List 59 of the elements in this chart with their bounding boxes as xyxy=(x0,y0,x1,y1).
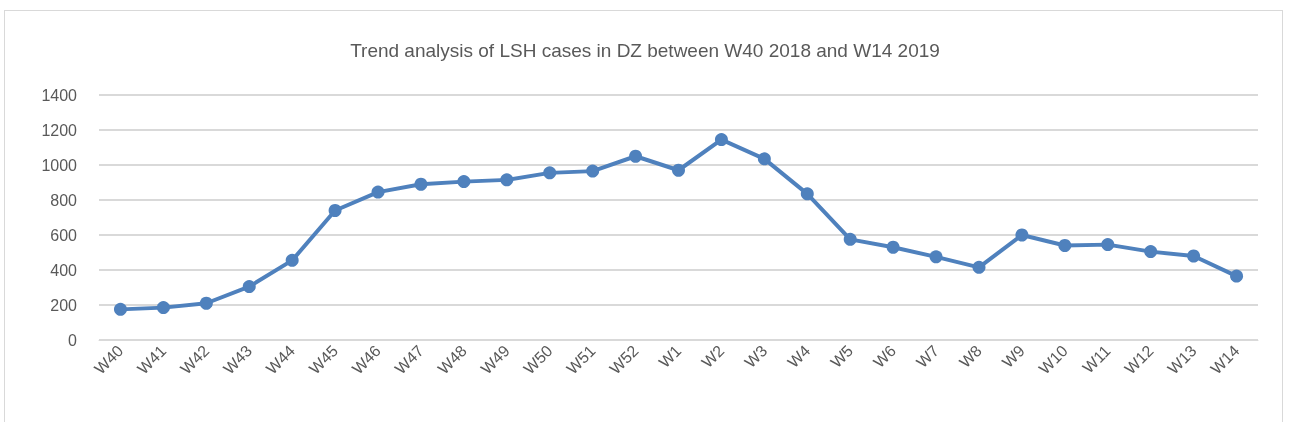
x-tick-label: W43 xyxy=(219,341,256,378)
x-tick-label: W11 xyxy=(1079,341,1114,377)
x-tick-label: W12 xyxy=(1121,341,1157,378)
point xyxy=(1144,245,1158,259)
point xyxy=(500,173,514,187)
y-tick-label: 1000 xyxy=(41,156,78,174)
x-tick-label: W50 xyxy=(520,341,556,378)
x-tick-label: W49 xyxy=(477,341,513,378)
x-tick-label: W48 xyxy=(434,341,470,378)
point xyxy=(242,280,256,294)
x-tick-label: W51 xyxy=(563,341,599,378)
point xyxy=(285,253,299,267)
y-tick-label: 1200 xyxy=(41,121,78,139)
point xyxy=(672,163,685,177)
x-tick-label: W6 xyxy=(870,341,900,371)
point xyxy=(1101,238,1115,252)
y-tick-label: 1400 xyxy=(41,86,78,104)
point xyxy=(328,204,342,217)
point xyxy=(586,164,600,178)
point xyxy=(929,250,943,264)
chart-title: Trend analysis of LSH cases in DZ between W40 2018 and W14 2019 xyxy=(350,40,940,61)
point xyxy=(371,185,385,199)
x-tick-label: W46 xyxy=(348,341,385,378)
x-tick-label: W2 xyxy=(698,341,728,371)
y-tick-label: 200 xyxy=(50,296,78,314)
x-tick-label: W1 xyxy=(655,341,685,371)
point xyxy=(156,301,170,315)
point xyxy=(457,175,471,189)
point xyxy=(843,232,857,246)
point xyxy=(757,152,771,166)
x-tick-label: W8 xyxy=(956,341,986,371)
point xyxy=(199,296,213,310)
point xyxy=(414,177,428,191)
x-tick-label: W7 xyxy=(913,341,943,371)
y-tick-label: 0 xyxy=(68,331,78,349)
y-tick-label: 800 xyxy=(50,191,78,209)
x-tick-label: W42 xyxy=(177,341,213,378)
x-tick-label: W3 xyxy=(741,341,771,371)
point xyxy=(629,149,643,163)
x-tick-label: W9 xyxy=(998,341,1028,371)
x-tick-label: W52 xyxy=(606,341,642,378)
point xyxy=(1015,228,1029,242)
point xyxy=(1187,249,1201,263)
x-tick-label: W41 xyxy=(134,341,170,378)
y-tick-label: 400 xyxy=(50,261,78,279)
x-tick-label: W5 xyxy=(827,341,857,371)
point xyxy=(800,187,814,201)
y-tick-label: 600 xyxy=(50,226,78,244)
x-tick-label: W4 xyxy=(784,341,814,371)
x-tick-label: W10 xyxy=(1035,341,1071,378)
point xyxy=(1230,269,1244,283)
point xyxy=(1058,239,1072,252)
point xyxy=(113,302,127,316)
x-tick-label: W40 xyxy=(91,341,127,378)
x-tick-label: W13 xyxy=(1164,341,1200,378)
point xyxy=(543,166,557,180)
point xyxy=(972,260,986,274)
point xyxy=(886,240,900,254)
point xyxy=(714,133,728,147)
